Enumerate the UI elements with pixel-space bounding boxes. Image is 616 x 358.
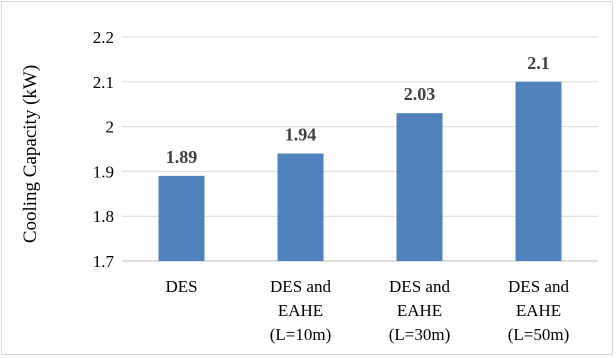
category-label: DES and [270,277,331,296]
data-label: 2.1 [527,53,550,73]
data-label: 1.89 [166,147,198,167]
y-axis-title: Cooling Capacity (kW) [20,65,41,243]
y-tick-label: 2.2 [93,28,114,47]
category-label: EAHE [397,301,442,320]
y-tick-label: 1.7 [93,252,115,271]
y-tick-label: 1.9 [93,162,114,181]
data-labels: 1.89 1.94 2.03 2.1 [166,53,550,167]
category-label: (L=50m) [508,325,570,344]
bar [515,81,562,261]
category-label: DES and [389,277,450,296]
data-label: 1.94 [285,124,317,144]
bar [158,175,205,261]
y-tick-label: 2 [106,118,115,137]
category-label: (L=30m) [389,325,451,344]
bars [158,81,562,261]
category-labels: DES DES and EAHE (L=10m) DES and EAHE (L=30m) D… [165,277,569,344]
y-tick-label: 1.8 [93,207,114,226]
y-tick-labels: 1.7 1.8 1.9 2 2.1 2.2 [93,28,115,271]
bar [396,113,443,261]
y-tick-label: 2.1 [93,73,114,92]
bar [277,153,324,261]
category-label: (L=10m) [270,325,332,344]
category-label: EAHE [516,301,561,320]
data-label: 2.03 [404,84,436,104]
category-label: EAHE [278,301,323,320]
category-label: DES and [508,277,569,296]
category-label: DES [165,277,197,296]
